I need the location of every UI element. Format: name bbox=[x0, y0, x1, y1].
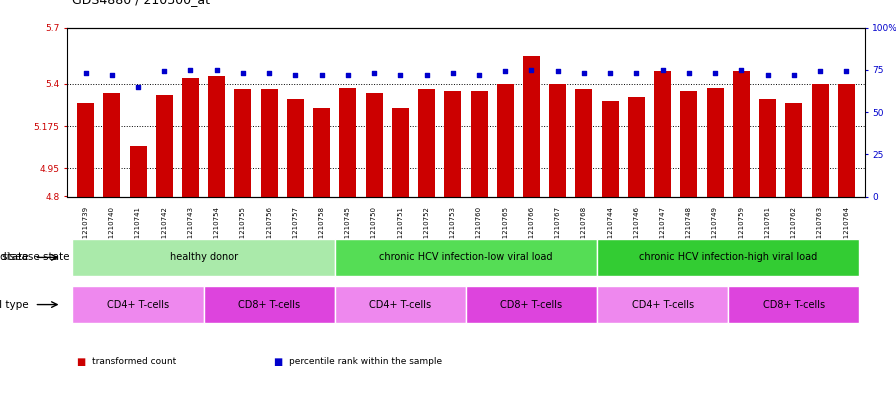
Text: chronic HCV infection-high viral load: chronic HCV infection-high viral load bbox=[639, 252, 817, 263]
Text: CD4+ T-cells: CD4+ T-cells bbox=[369, 299, 431, 310]
Bar bbox=[728, 286, 859, 323]
Point bbox=[656, 67, 670, 73]
Point bbox=[340, 72, 355, 78]
Bar bbox=[366, 93, 383, 196]
Bar bbox=[680, 91, 697, 196]
Bar bbox=[182, 78, 199, 196]
Point bbox=[787, 72, 801, 78]
Bar bbox=[654, 71, 671, 196]
Bar bbox=[418, 90, 435, 196]
Text: CD4+ T-cells: CD4+ T-cells bbox=[107, 299, 169, 310]
Text: ■: ■ bbox=[273, 356, 282, 367]
Point bbox=[840, 68, 854, 75]
Bar bbox=[466, 286, 597, 323]
Text: disease state: disease state bbox=[0, 252, 70, 263]
Bar bbox=[523, 56, 540, 196]
Bar bbox=[261, 90, 278, 196]
Text: CD8+ T-cells: CD8+ T-cells bbox=[762, 299, 825, 310]
Bar bbox=[73, 239, 335, 276]
Text: transformed count: transformed count bbox=[92, 357, 177, 366]
Text: percentile rank within the sample: percentile rank within the sample bbox=[289, 357, 443, 366]
Point bbox=[524, 67, 538, 73]
Bar bbox=[335, 286, 466, 323]
Point bbox=[314, 72, 329, 78]
Text: healthy donor: healthy donor bbox=[169, 252, 237, 263]
Bar bbox=[73, 286, 203, 323]
Text: cell type: cell type bbox=[0, 299, 29, 310]
Point bbox=[472, 72, 487, 78]
Point bbox=[289, 72, 303, 78]
Bar bbox=[575, 90, 592, 196]
Point bbox=[498, 68, 513, 75]
Point bbox=[682, 70, 696, 76]
Bar bbox=[335, 239, 597, 276]
Text: disease state: disease state bbox=[0, 252, 29, 263]
Point bbox=[761, 72, 775, 78]
Point bbox=[708, 70, 722, 76]
Point bbox=[393, 72, 408, 78]
Point bbox=[629, 70, 643, 76]
Bar bbox=[597, 286, 728, 323]
Point bbox=[236, 70, 250, 76]
Text: ■: ■ bbox=[76, 356, 85, 367]
Bar bbox=[602, 101, 619, 196]
Point bbox=[445, 70, 460, 76]
Point bbox=[131, 84, 145, 90]
Text: GDS4880 / 210300_at: GDS4880 / 210300_at bbox=[72, 0, 210, 6]
Text: chronic HCV infection-low viral load: chronic HCV infection-low viral load bbox=[379, 252, 553, 263]
Text: CD8+ T-cells: CD8+ T-cells bbox=[501, 299, 563, 310]
Bar bbox=[203, 286, 335, 323]
Text: CD8+ T-cells: CD8+ T-cells bbox=[238, 299, 300, 310]
Bar bbox=[812, 84, 829, 196]
Point bbox=[577, 70, 591, 76]
Point bbox=[603, 70, 617, 76]
Bar bbox=[470, 91, 487, 196]
Bar bbox=[313, 108, 330, 196]
Point bbox=[734, 67, 748, 73]
Bar bbox=[785, 103, 802, 196]
Bar bbox=[838, 84, 855, 196]
Point bbox=[210, 67, 224, 73]
Point bbox=[813, 68, 827, 75]
Bar bbox=[235, 90, 252, 196]
Point bbox=[367, 70, 382, 76]
Bar bbox=[392, 108, 409, 196]
Bar bbox=[287, 99, 304, 196]
Bar bbox=[340, 88, 357, 196]
Point bbox=[157, 68, 171, 75]
Bar bbox=[597, 239, 859, 276]
Text: CD4+ T-cells: CD4+ T-cells bbox=[632, 299, 694, 310]
Bar bbox=[707, 88, 724, 196]
Point bbox=[419, 72, 434, 78]
Point bbox=[184, 67, 198, 73]
Bar bbox=[733, 71, 750, 196]
Bar bbox=[628, 97, 645, 196]
Bar bbox=[130, 146, 147, 196]
Bar bbox=[208, 76, 225, 196]
Bar bbox=[444, 91, 461, 196]
Point bbox=[262, 70, 276, 76]
Bar bbox=[77, 103, 94, 196]
Bar bbox=[156, 95, 173, 196]
Bar bbox=[103, 93, 120, 196]
Bar bbox=[549, 84, 566, 196]
Bar bbox=[759, 99, 776, 196]
Bar bbox=[496, 84, 513, 196]
Point bbox=[105, 72, 119, 78]
Point bbox=[550, 68, 564, 75]
Point bbox=[78, 70, 92, 76]
